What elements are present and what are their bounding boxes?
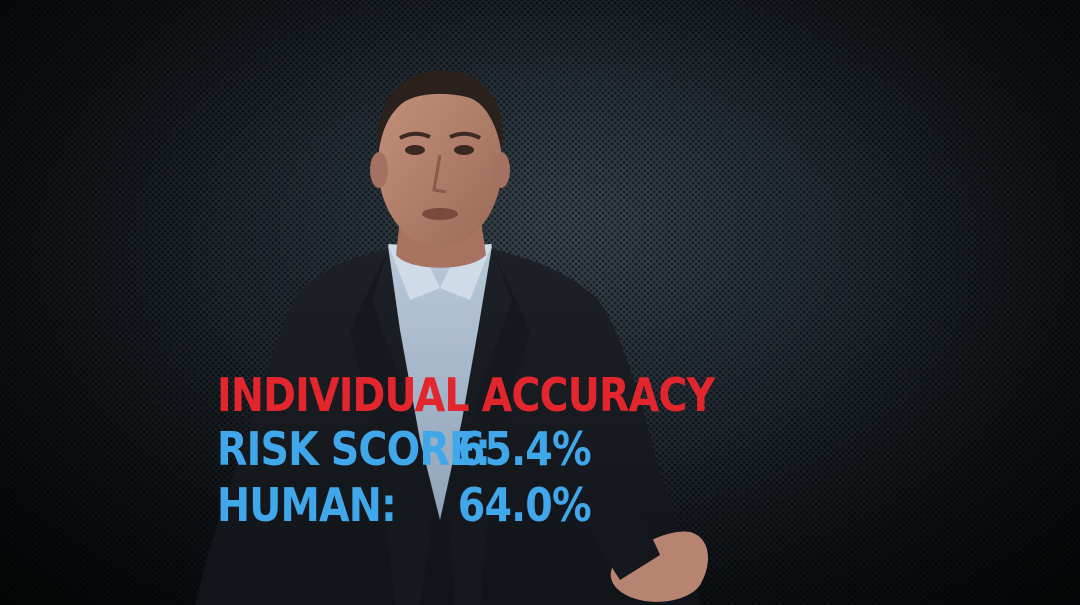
ear-left [370, 152, 388, 188]
nose [432, 154, 447, 194]
eye-right [454, 145, 474, 155]
accuracy-caption: INDIVIDUAL ACCURACY RISK SCORE:65.4% HUM… [217, 368, 715, 538]
human-label: HUMAN: [217, 478, 397, 532]
ear-right [492, 152, 510, 188]
human-value: 64.0% [457, 478, 592, 532]
risk-score-label: RISK SCORE: [217, 422, 491, 476]
shirt [388, 246, 492, 520]
caption-row-risk-score: RISK SCORE:65.4% [217, 426, 714, 482]
sleeve-right [575, 470, 660, 580]
caption-row-human: HUMAN: 64.0% [217, 482, 714, 538]
mouth [422, 208, 458, 220]
lapel-left [350, 250, 430, 605]
face [378, 83, 502, 247]
caption-title: INDIVIDUAL ACCURACY [217, 368, 715, 422]
hair [377, 70, 503, 150]
brow-right [449, 131, 481, 140]
eye-left [405, 145, 425, 155]
brow-left [399, 131, 431, 140]
lapel-right [450, 250, 530, 605]
risk-score-value: 65.4% [457, 422, 592, 476]
